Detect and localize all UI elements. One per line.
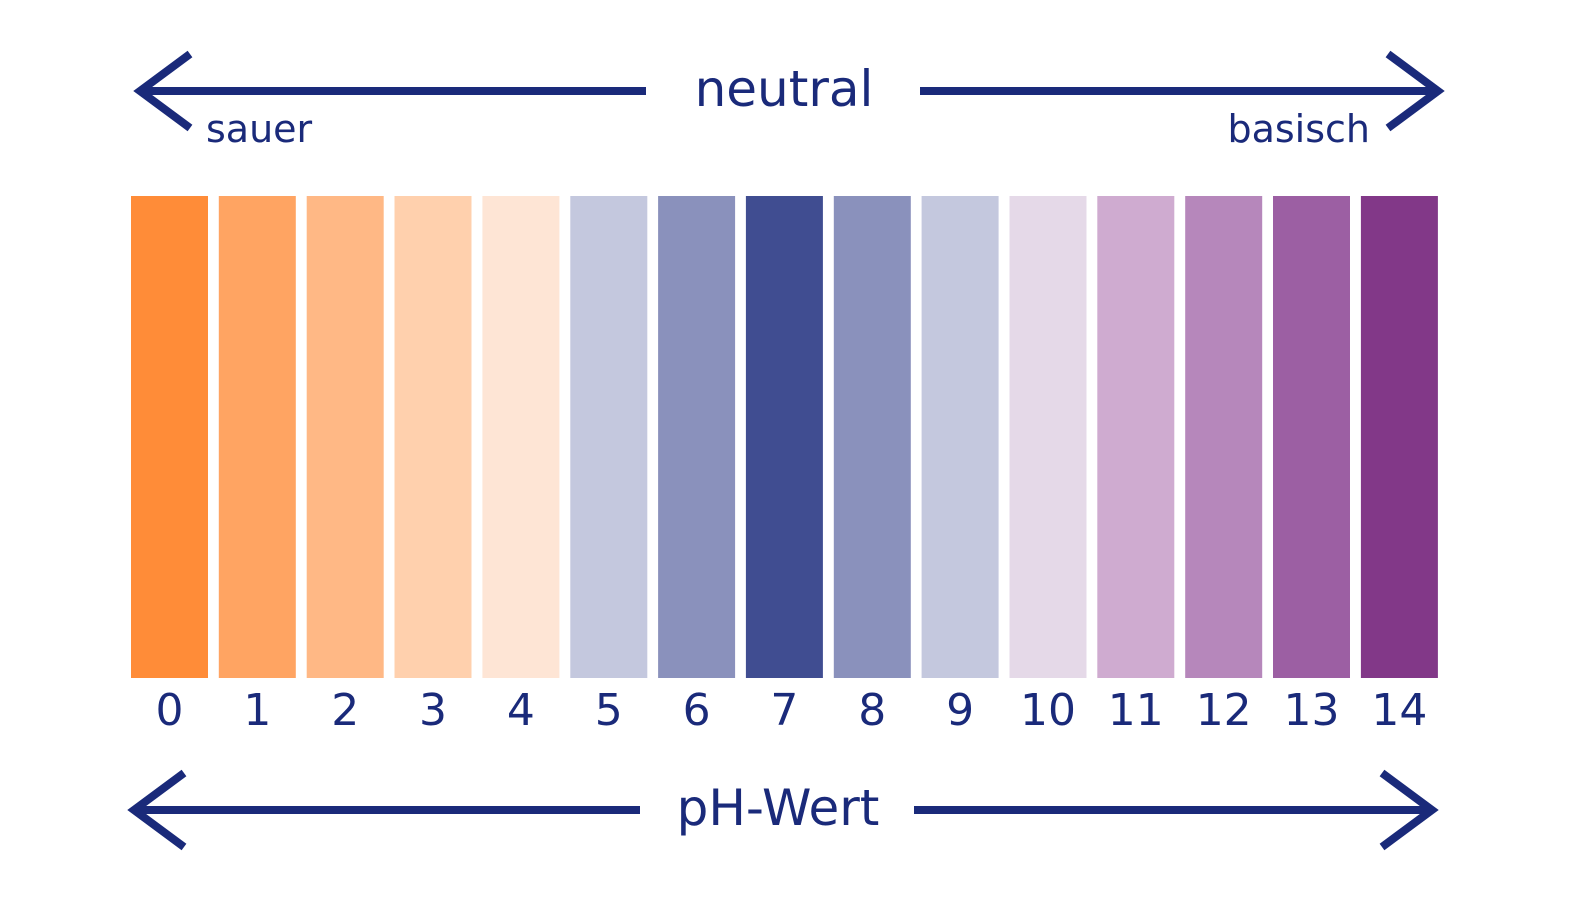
ph-bar-2 <box>306 196 384 678</box>
ph-value-label-13: 13 <box>1284 685 1340 736</box>
ph-value-label-6: 6 <box>683 685 711 736</box>
ph-bar-10 <box>1009 196 1087 678</box>
ph-value-axis-label: pH-Wert <box>677 779 880 837</box>
ph-bar-13 <box>1273 196 1350 678</box>
ph-bar-0 <box>131 196 208 678</box>
base-label: basisch <box>1227 107 1370 151</box>
ph-bar-9 <box>921 196 999 678</box>
ph-bar-4 <box>482 196 560 678</box>
ph-bar-3 <box>394 196 472 678</box>
ph-value-label-3: 3 <box>419 685 447 736</box>
ph-value-label-7: 7 <box>770 685 798 736</box>
ph-bar-7 <box>745 196 823 678</box>
top-left-arrow <box>133 50 646 132</box>
ph-value-label-14: 14 <box>1371 685 1427 736</box>
ph-value-label-11: 11 <box>1108 685 1164 736</box>
ph-bar-6 <box>658 196 736 678</box>
ph-bar-11 <box>1097 196 1175 678</box>
ph-value-label-8: 8 <box>858 685 886 736</box>
bottom-right-arrow <box>914 769 1439 851</box>
ph-value-label-12: 12 <box>1196 685 1252 736</box>
ph-value-label-2: 2 <box>331 685 359 736</box>
ph-value-label-4: 4 <box>507 685 535 736</box>
ph-value-labels: 0 1 2 3 4 5 6 7 8 9 10 11 12 13 14 <box>156 685 1428 736</box>
ph-value-label-9: 9 <box>946 685 974 736</box>
ph-bar-8 <box>833 196 911 678</box>
ph-value-label-0: 0 <box>156 685 184 736</box>
ph-bar-5 <box>570 196 648 678</box>
ph-value-label-10: 10 <box>1020 685 1076 736</box>
ph-bar-14 <box>1360 196 1438 678</box>
ph-bar-1 <box>218 196 296 678</box>
ph-bar-12 <box>1185 196 1263 678</box>
ph-color-bars <box>131 196 1438 678</box>
acid-label: sauer <box>206 107 313 151</box>
bottom-left-arrow <box>127 769 640 851</box>
top-right-arrow <box>920 50 1445 132</box>
ph-value-label-1: 1 <box>243 685 271 736</box>
ph-value-label-5: 5 <box>595 685 623 736</box>
neutral-label: neutral <box>695 60 874 118</box>
